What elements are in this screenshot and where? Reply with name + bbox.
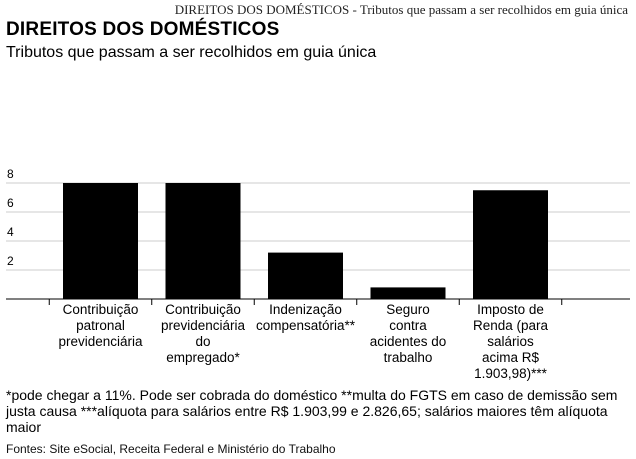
x-tick-label: Contribuição previdenciária do empregado… (160, 302, 246, 365)
chart-title: DIREITOS DOS DOMÉSTICOS (6, 19, 280, 40)
x-tick-label: Seguro contra acidentes do trabalho (369, 302, 447, 365)
y-tick-label: 8 (7, 167, 14, 181)
bar (165, 183, 241, 299)
y-tick-label: 4 (7, 225, 14, 239)
y-tick-label: 2 (7, 254, 14, 268)
footnote: *pode chegar a 11%. Pode ser cobrada do … (6, 387, 618, 435)
x-tick-label: Imposto de Renda (para salários acima R$… (472, 302, 549, 381)
x-tick-label: Indenização compensatória** (255, 302, 356, 333)
source-line: Fontes: Site eSocial, Receita Federal e … (6, 442, 336, 456)
bar (63, 183, 138, 299)
y-tick-label: 6 (7, 196, 14, 210)
chart-subtitle: Tributos que passam a ser recolhidos em … (6, 44, 377, 61)
bar (473, 190, 548, 299)
header-caption: DIREITOS DOS DOMÉSTICOS - Tributos que p… (174, 2, 628, 17)
bar (370, 287, 446, 299)
bar (268, 252, 343, 299)
x-tick-label: Contribuição patronal previdenciária (58, 302, 143, 349)
bar-chart: 2 4 6 8 (6, 167, 630, 305)
